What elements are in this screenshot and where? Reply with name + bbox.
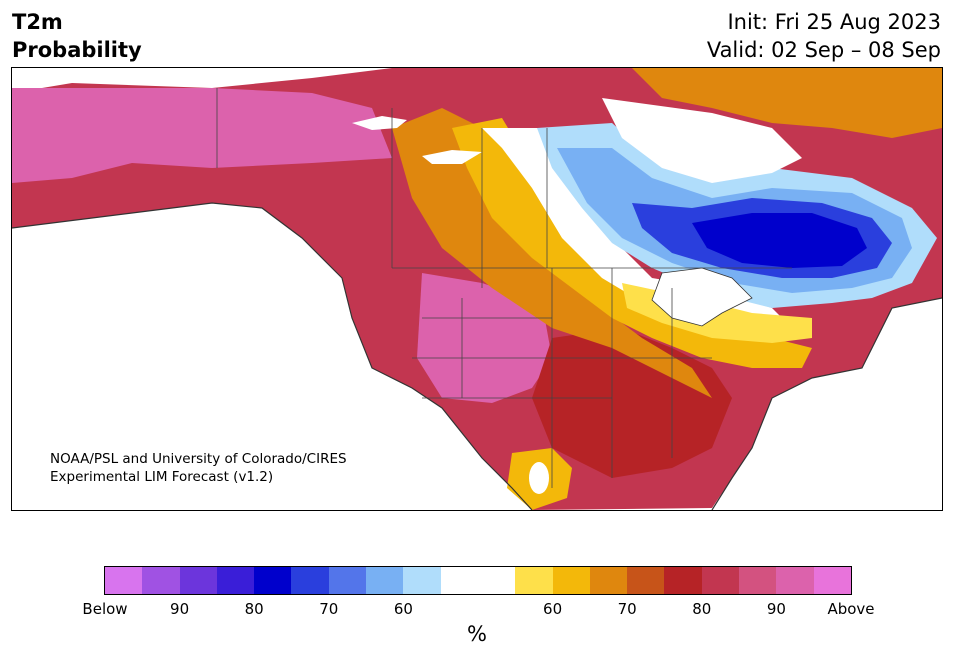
great-lakes bbox=[651, 267, 753, 327]
forecast-map: NOAA/PSL and University of Colorado/CIRE… bbox=[11, 67, 943, 511]
colorbar-tick-label: 90 bbox=[170, 600, 190, 618]
data-credit: NOAA/PSL and University of Colorado/CIRE… bbox=[50, 450, 347, 486]
region-orange-band bbox=[392, 108, 712, 398]
region-cold-core bbox=[692, 213, 867, 268]
region-mexico-neutral bbox=[529, 462, 549, 494]
colorbar-tick-label: Below bbox=[82, 600, 128, 618]
colorbar-swatch bbox=[515, 567, 553, 594]
colorbar-swatch bbox=[552, 567, 590, 594]
probability-colorbar bbox=[104, 566, 852, 595]
forecast-dates: Init: Fri 25 Aug 2023 Valid: 02 Sep – 08… bbox=[707, 8, 941, 64]
colorbar-swatch bbox=[403, 567, 441, 594]
colorbar-tick-label: 70 bbox=[319, 600, 339, 618]
colorbar-tick-label: 80 bbox=[692, 600, 712, 618]
colorbar-tick-label: 60 bbox=[393, 600, 413, 618]
probability-map bbox=[12, 68, 942, 510]
init-date: Init: Fri 25 Aug 2023 bbox=[727, 10, 941, 34]
valid-range: Valid: 02 Sep – 08 Sep bbox=[706, 38, 941, 62]
colorbar-swatch bbox=[813, 567, 851, 594]
title-line-variable: T2m bbox=[12, 10, 63, 34]
colorbar-swatch bbox=[105, 567, 143, 594]
coastline-east bbox=[711, 297, 942, 510]
political-borders bbox=[216, 88, 792, 488]
colorbar-swatch bbox=[627, 567, 665, 594]
colorbar-unit-label: % bbox=[467, 622, 487, 646]
colorbar-swatch bbox=[328, 567, 367, 594]
title-line-type: Probability bbox=[12, 38, 142, 62]
colorbar-tick-label: Above bbox=[827, 600, 875, 618]
colorbar-swatch bbox=[739, 567, 777, 594]
credit-line-2: Experimental LIM Forecast (v1.2) bbox=[50, 469, 274, 485]
credit-line-1: NOAA/PSL and University of Colorado/CIRE… bbox=[50, 451, 347, 467]
region-hudson-neutral bbox=[602, 98, 802, 183]
colorbar-swatch bbox=[291, 567, 329, 594]
colorbar-swatch bbox=[179, 567, 217, 594]
colorbar-swatch bbox=[254, 567, 292, 594]
colorbar-swatch bbox=[366, 567, 404, 594]
colorbar-tick-label: 70 bbox=[617, 600, 637, 618]
colorbar-swatch bbox=[216, 567, 255, 594]
colorbar-swatch bbox=[142, 567, 180, 594]
great-slave-lake bbox=[352, 116, 407, 130]
region-alaska bbox=[12, 88, 392, 183]
colorbar-tick-label: 80 bbox=[244, 600, 264, 618]
great-bear-lake bbox=[422, 150, 482, 164]
colorbar-swatch bbox=[477, 567, 516, 594]
colorbar-swatch bbox=[589, 567, 628, 594]
colorbar-swatch bbox=[664, 567, 702, 594]
region-prairie-neutral bbox=[482, 128, 792, 336]
region-yellow-band bbox=[452, 118, 812, 368]
coastline-west bbox=[12, 202, 533, 510]
colorbar-swatch bbox=[776, 567, 814, 594]
map-title: T2m Probability bbox=[12, 8, 142, 64]
colorbar-tick-label: 90 bbox=[766, 600, 786, 618]
colorbar-tick-label: 60 bbox=[543, 600, 563, 618]
region-arctic-islands bbox=[632, 68, 942, 138]
colorbar-swatch bbox=[440, 567, 478, 594]
colorbar-swatch bbox=[701, 567, 740, 594]
